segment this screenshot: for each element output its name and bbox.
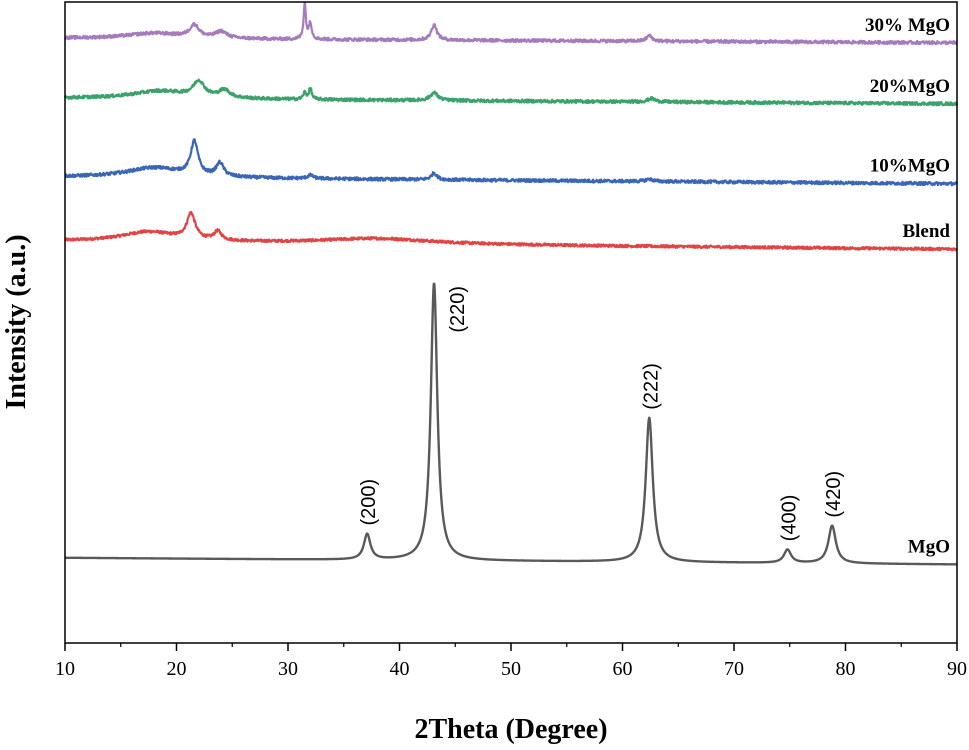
- peak-label: (200): [358, 479, 380, 526]
- labels-group: MgO (200) (220) (222) (400) (420) Blend 10%MgO 2…: [358, 15, 950, 558]
- x-ticks: 10 20 30 40 50 60 70 80 90: [55, 643, 967, 680]
- x-tick-label: 30: [278, 658, 298, 680]
- peak-label: (400): [779, 495, 801, 542]
- y-axis-title: Intensity (a.u.): [1, 234, 32, 409]
- axis-group: [64, 1, 958, 644]
- plot-frame: [64, 1, 958, 644]
- x-tick-label: 90: [947, 658, 967, 680]
- series-name-label: 10%MgO: [870, 156, 950, 177]
- x-tick-label: 10: [55, 658, 75, 680]
- series-name-label: 30% MgO: [865, 15, 950, 36]
- series-group: [63, 1, 959, 566]
- x-tick-label: 40: [390, 658, 410, 680]
- peak-label: (220): [447, 286, 469, 333]
- x-tick-label: 20: [167, 658, 187, 680]
- series-name-label: 20%MgO: [870, 76, 950, 97]
- series-line-mgo: [64, 282, 958, 566]
- series-name-label: MgO: [908, 536, 950, 557]
- peak-label: (222): [640, 363, 662, 410]
- series-name-label: Blend: [902, 221, 950, 242]
- peak-label: (420): [823, 471, 845, 518]
- x-axis-title: 2Theta (Degree): [414, 714, 607, 745]
- series-line-blend: [64, 210, 958, 252]
- x-tick-label: 50: [501, 658, 521, 680]
- x-tick-label: 60: [613, 658, 633, 680]
- series-line-20-mgo: [63, 78, 959, 107]
- series-line-30-mgo: [63, 1, 958, 46]
- x-tick-label: 70: [724, 658, 744, 680]
- x-tick-label: 80: [836, 658, 856, 680]
- series-line-10-mgo: [64, 138, 959, 187]
